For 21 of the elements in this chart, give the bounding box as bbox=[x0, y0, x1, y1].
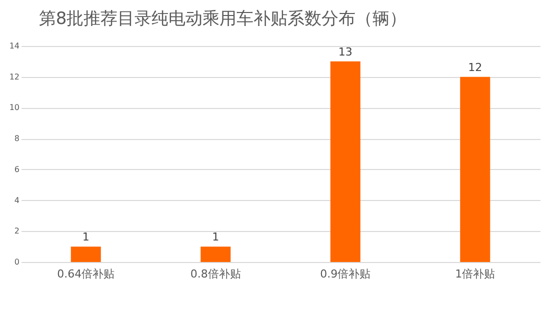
y-tick-label: 4 bbox=[14, 196, 20, 205]
y-tick-label: 14 bbox=[9, 42, 20, 50]
data-label: 13 bbox=[338, 45, 352, 58]
data-label: 1 bbox=[82, 230, 90, 244]
x-tick-label: 1倍补贴 bbox=[455, 268, 496, 280]
bar bbox=[330, 61, 360, 262]
x-tick-label: 0.9倍补贴 bbox=[320, 268, 371, 280]
y-tick-label: 12 bbox=[9, 72, 20, 82]
y-tick-label: 2 bbox=[14, 226, 20, 236]
x-tick-label: 0.64倍补贴 bbox=[57, 268, 115, 280]
data-label: 1 bbox=[212, 230, 220, 244]
y-tick-label: 6 bbox=[14, 164, 20, 174]
bar bbox=[70, 246, 101, 262]
bar bbox=[460, 76, 490, 262]
y-tick-label: 8 bbox=[14, 134, 20, 144]
data-label: 12 bbox=[468, 60, 482, 74]
y-tick-label: 0 bbox=[14, 258, 20, 266]
x-tick-label: 0.8倍补贴 bbox=[190, 268, 241, 280]
bar bbox=[200, 246, 231, 262]
y-tick-label: 10 bbox=[9, 103, 20, 112]
chart-title: 第8批推荐目录纯电动乘用车补贴系数分布（辆） bbox=[38, 9, 407, 29]
